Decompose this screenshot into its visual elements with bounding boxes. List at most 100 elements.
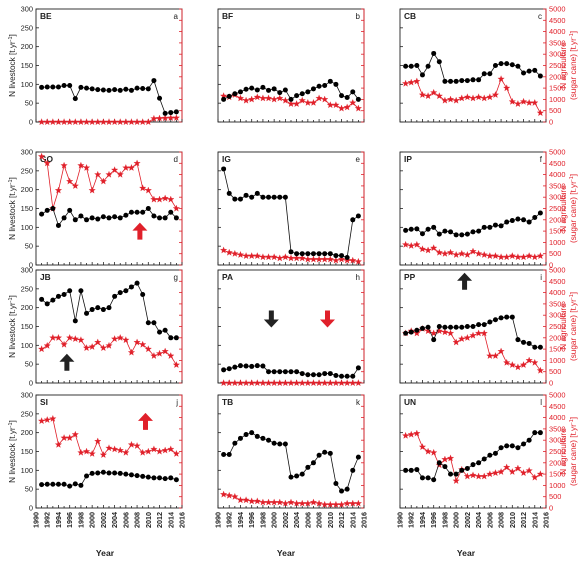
agriculture-point — [60, 118, 68, 126]
agriculture-point — [220, 246, 228, 254]
plot-frame — [35, 269, 183, 384]
livestock-point — [425, 475, 431, 481]
agriculture-point — [127, 440, 136, 448]
livestock-point — [117, 290, 123, 296]
agriculture-point — [354, 257, 362, 265]
livestock-point — [145, 474, 151, 480]
livestock-point — [282, 441, 288, 447]
livestock-point — [44, 207, 50, 213]
agriculture-point — [236, 94, 245, 102]
livestock-point — [237, 435, 243, 441]
chart-panel-be: 0 50 100 150 200 250 300 BE a — [21, 5, 183, 127]
right-tick-label: 1500 — [549, 470, 565, 479]
agriculture-point — [514, 100, 522, 107]
agriculture-point — [463, 472, 471, 480]
livestock-point — [305, 372, 311, 378]
agriculture-point — [88, 186, 96, 194]
agriculture-point — [463, 334, 471, 341]
agriculture-point — [150, 195, 158, 203]
livestock-point — [78, 482, 84, 488]
livestock-point — [327, 251, 333, 257]
agriculture-point — [43, 416, 51, 423]
livestock-point — [173, 335, 179, 341]
agriculture-point — [139, 184, 147, 192]
livestock-point — [260, 363, 266, 369]
agriculture-point — [418, 443, 427, 451]
livestock-point — [112, 470, 118, 476]
livestock-point — [344, 373, 350, 379]
left-tick-label: 300 — [21, 148, 33, 157]
livestock-point — [72, 96, 78, 102]
agriculture-point — [497, 75, 505, 83]
agriculture-point — [452, 96, 460, 104]
agriculture-point — [253, 379, 261, 387]
livestock-point — [243, 432, 249, 438]
livestock-point — [89, 307, 95, 313]
livestock-point — [84, 217, 90, 223]
agriculture-point — [332, 101, 340, 109]
agriculture-point — [321, 255, 329, 263]
livestock-point — [322, 82, 328, 88]
livestock-point — [237, 89, 243, 95]
livestock-point — [515, 337, 521, 343]
agriculture-point — [236, 251, 245, 258]
livestock-point — [50, 297, 56, 303]
agriculture-point — [105, 444, 113, 452]
livestock-point — [271, 194, 277, 200]
unit-superscript: -1 — [569, 294, 575, 299]
livestock-point — [134, 209, 140, 215]
livestock-point — [537, 210, 543, 216]
right-tick-label: 4000 — [549, 170, 565, 179]
agriculture-point — [475, 93, 483, 101]
agriculture-point — [508, 361, 516, 368]
agriculture-point — [519, 361, 528, 368]
agriculture-point — [88, 450, 96, 457]
agriculture-point — [66, 118, 74, 126]
agriculture-point — [270, 253, 278, 261]
agriculture-point — [139, 118, 147, 126]
livestock-point — [78, 84, 84, 90]
plot-frame — [399, 8, 547, 123]
left-tick-label: 200 — [21, 303, 33, 312]
livestock-point — [55, 222, 61, 228]
right-tick-label: 0 — [549, 379, 553, 388]
agriculture-point — [220, 379, 228, 387]
livestock-point — [414, 63, 420, 68]
livestock-point — [526, 437, 532, 443]
livestock-point — [333, 372, 339, 378]
livestock-point — [266, 194, 272, 200]
agriculture-point — [150, 445, 158, 453]
livestock-point — [316, 372, 322, 378]
x-tick-label: 1996 — [247, 512, 256, 528]
livestock-point — [271, 440, 277, 446]
livestock-point — [498, 61, 504, 67]
unit-bracket: ] — [569, 292, 578, 294]
panel-letter-label: d — [174, 155, 178, 164]
agriculture-point — [111, 166, 119, 174]
livestock-point — [431, 477, 437, 483]
livestock-point — [408, 63, 414, 69]
agriculture-point — [441, 96, 449, 104]
left-tick-label: 100 — [21, 80, 33, 89]
agriculture-point — [304, 379, 312, 387]
livestock-point — [249, 430, 255, 436]
livestock-point — [515, 63, 521, 69]
panel-letter-label: i — [540, 273, 542, 282]
agriculture-point — [172, 361, 180, 368]
livestock-point — [537, 344, 543, 350]
livestock-point — [106, 215, 112, 221]
agriculture-point — [446, 454, 455, 462]
agriculture-point — [418, 91, 427, 98]
x-tick-label: 2002 — [463, 512, 472, 528]
livestock-point — [226, 366, 232, 372]
agriculture-point — [127, 164, 136, 171]
agriculture-point — [503, 84, 511, 92]
right-tick-label: 1000 — [549, 356, 565, 365]
unit-superscript: -1 — [569, 176, 575, 181]
trend-arrow-down — [263, 310, 279, 328]
livestock-point — [448, 324, 454, 330]
right-tick-label: 500 — [549, 106, 561, 115]
livestock-point — [117, 215, 123, 221]
agriculture-point — [94, 118, 102, 126]
right-axis-title-line2: (sugar cane) [t.yr-1] — [569, 174, 578, 243]
